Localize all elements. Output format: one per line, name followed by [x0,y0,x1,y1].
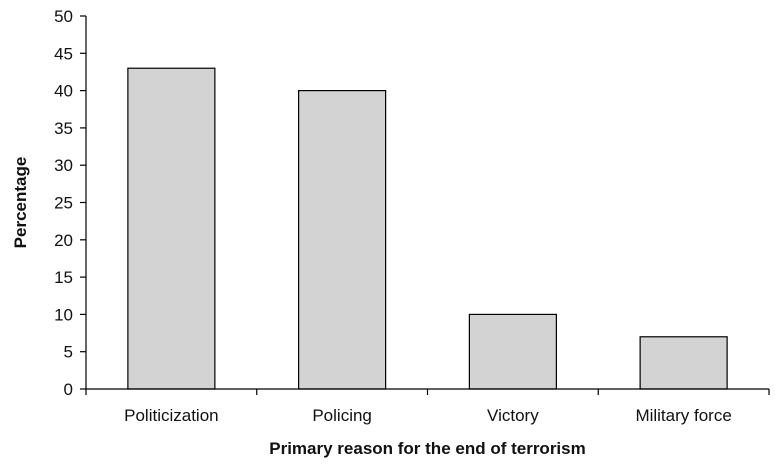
y-tick-label: 35 [54,119,73,138]
bar [468,313,557,390]
y-tick-label: 40 [54,82,73,101]
x-category-label: Military force [635,406,731,425]
bars-group [127,67,728,390]
y-tick-label: 15 [54,268,73,287]
y-tick-label: 0 [64,380,73,399]
y-axis-ticks: 0 5 10 15 20 25 30 35 40 45 50 [54,7,86,399]
y-tick-label: 50 [54,7,73,26]
bar [298,89,387,390]
x-category-label: Victory [487,406,539,425]
x-category-label: Policing [312,406,372,425]
x-axis-title: Primary reason for the end of terrorism [269,439,585,458]
y-tick-label: 20 [54,231,73,250]
bar [127,67,216,390]
x-category-label: Politicization [124,406,219,425]
y-tick-label: 30 [54,156,73,175]
y-tick-label: 5 [64,343,73,362]
bar [639,336,728,390]
y-tick-label: 25 [54,194,73,213]
y-tick-label: 10 [54,305,73,324]
x-axis-ticks: Politicization Policing Victory Military fo… [85,389,770,425]
y-axis-title: Percentage [11,157,30,249]
y-tick-label: 45 [54,44,73,63]
